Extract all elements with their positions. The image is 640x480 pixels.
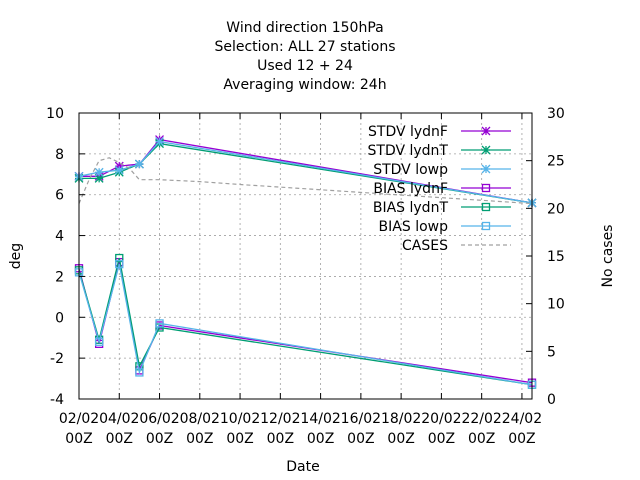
x-tick-label: 00Z: [468, 431, 495, 447]
x-tick-label: 00Z: [508, 431, 535, 447]
legend-label: CASES: [402, 238, 448, 254]
legend-marker: [481, 221, 491, 231]
series-bias-lydnt: [74, 253, 537, 389]
chart-title: Wind direction 150hPa Selection: ALL 27 s…: [214, 20, 395, 93]
legend-label: BIAS lowp: [379, 219, 449, 235]
x-tick-label: 00Z: [267, 431, 294, 447]
series-line: [79, 142, 533, 204]
y2-tick-label: 25: [547, 154, 565, 170]
legend-label: STDV lydnF: [368, 124, 448, 140]
title-line: Used 12 + 24: [257, 58, 353, 74]
y-tick-label: 8: [55, 147, 64, 163]
series-bias-lydnf: [74, 257, 537, 387]
x-tick-label: 00Z: [65, 431, 92, 447]
x-tick-label: 08/02: [180, 411, 220, 427]
x-axis-label: Date: [286, 459, 319, 475]
series-cases: [78, 157, 533, 205]
series-line: [78, 261, 533, 384]
legend-label: BIAS lydnF: [373, 181, 448, 197]
x-tick-label: 10/02: [220, 411, 260, 427]
data-point: [94, 173, 104, 183]
series-line: [79, 138, 533, 204]
x-tick-label: 18/02: [381, 411, 421, 427]
y-tick-label: -2: [50, 351, 64, 367]
legend-label: STDV lowp: [373, 162, 448, 178]
data-point: [114, 161, 124, 171]
y-tick-label: -4: [50, 392, 64, 408]
series-layer: [74, 135, 537, 389]
series-line: [78, 157, 533, 205]
x-tick-label: 16/02: [341, 411, 381, 427]
y-tick-label: 6: [55, 188, 64, 204]
data-point: [114, 165, 124, 175]
legend-label: BIAS lydnT: [373, 200, 449, 216]
series-line: [78, 257, 533, 386]
series-stdv-lowp: [74, 137, 537, 208]
y2-tick-label: 10: [547, 297, 565, 313]
data-point: [115, 253, 124, 263]
x-tick-label: 24/02: [502, 411, 542, 427]
y-tick-label: 4: [55, 229, 64, 245]
y2-tick-label: 0: [547, 392, 556, 408]
x-tick-label: 00Z: [307, 431, 334, 447]
data-point: [134, 159, 144, 169]
data-point: [155, 319, 164, 328]
data-point: [115, 260, 124, 269]
series-line: [78, 140, 533, 204]
y-tick-label: 2: [55, 269, 64, 285]
x-tick-label: 00Z: [106, 431, 133, 447]
legend-marker: [481, 183, 491, 193]
x-tick-label: 00Z: [387, 431, 414, 447]
x-tick-label: 00Z: [186, 431, 213, 447]
gridlines: [79, 113, 532, 399]
legend-marker: [481, 202, 491, 212]
x-tick-label: 00Z: [226, 431, 253, 447]
axis-ticks: 02/02 00Z 04/02 00Z 06/02 00Z 08/02 00Z 10/02 00Z…: [46, 106, 565, 447]
y-tick-label: 0: [55, 310, 64, 326]
legend-marker: [481, 145, 491, 155]
data-point: [94, 167, 104, 177]
y2-tick-label: 20: [547, 201, 565, 217]
x-tick-label: 22/02: [461, 411, 501, 427]
title-line: Wind direction 150hPa: [226, 20, 383, 36]
series-line: [78, 264, 533, 386]
data-point: [155, 137, 164, 147]
x-tick-label: 04/02: [99, 411, 139, 427]
y2-tick-label: 30: [547, 106, 565, 122]
x-tick-label: 12/02: [260, 411, 300, 427]
x-tick-label: 00Z: [146, 431, 173, 447]
title-line: Averaging window: 24h: [223, 77, 386, 93]
y-tick-label: 10: [46, 106, 64, 122]
legend-marker: [481, 164, 491, 174]
series-bias-lowp: [74, 260, 537, 389]
y2-tick-label: 5: [547, 344, 556, 360]
data-point: [94, 337, 104, 346]
title-line: Selection: ALL 27 stations: [214, 39, 395, 55]
x-tick-label: 00Z: [428, 431, 455, 447]
y-axis-label: deg: [8, 243, 24, 269]
legend-marker: [481, 126, 491, 136]
y2-tick-label: 15: [547, 249, 565, 265]
x-tick-label: 00Z: [347, 431, 374, 447]
series-stdv-lydnf: [74, 135, 537, 208]
legend-label: STDV lydnT: [368, 143, 449, 159]
x-tick-label: 14/02: [300, 411, 340, 427]
data-point: [135, 368, 144, 377]
x-tick-label: 02/02: [59, 411, 99, 427]
y2-axis-label: No cases: [600, 225, 616, 288]
legend: STDV lydnF STDV lydnT STDV lowp BIAS lydnF B…: [368, 124, 511, 254]
x-tick-label: 06/02: [139, 411, 179, 427]
x-tick-label: 20/02: [421, 411, 461, 427]
